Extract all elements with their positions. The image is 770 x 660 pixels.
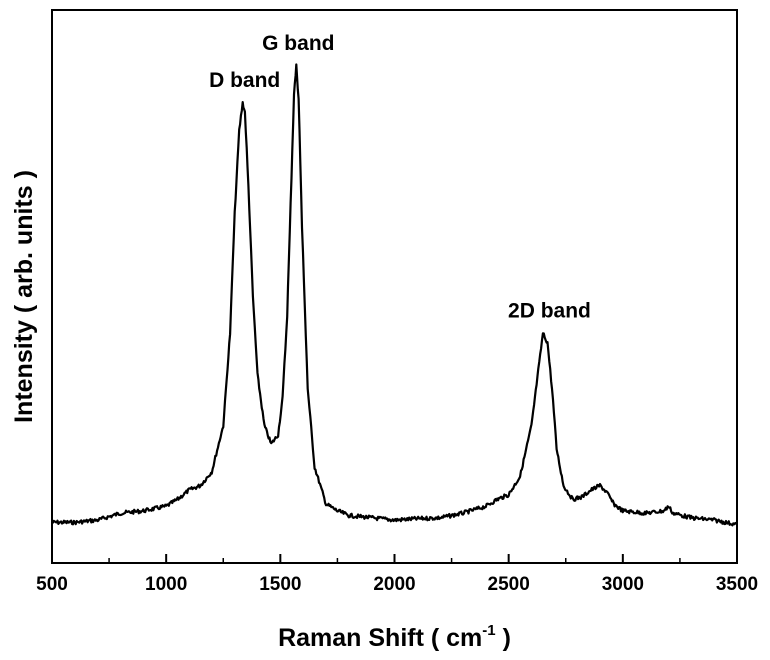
x-axis-title: Raman Shift ( cm-1 )	[278, 622, 511, 652]
x-tick-label: 2000	[373, 574, 415, 595]
peak-label: 2D band	[508, 299, 591, 322]
peak-label: D band	[209, 69, 280, 92]
x-axis-title-superscript: -1	[482, 622, 495, 639]
x-axis-title-suffix: )	[496, 624, 511, 652]
spectrum-line	[51, 63, 738, 527]
y-axis-title: Intensity ( arb. units )	[10, 170, 38, 423]
x-tick-label: 500	[36, 574, 68, 595]
x-tick-label: 2500	[488, 574, 530, 595]
x-tick-label: 1500	[259, 574, 301, 595]
peak-label: G band	[262, 32, 334, 55]
plot-area	[51, 9, 738, 564]
x-axis-title-main: Raman Shift ( cm	[278, 624, 482, 652]
x-axis-ticks: 500 1000 1500 2000 2500 3000 3500	[36, 554, 758, 595]
plot-frame	[51, 9, 738, 564]
x-tick-label: 3000	[602, 574, 644, 595]
peak-annotations: G band D band 2D band	[209, 32, 591, 322]
x-tick-label: 1000	[145, 574, 187, 595]
x-tick-label: 3500	[716, 574, 758, 595]
